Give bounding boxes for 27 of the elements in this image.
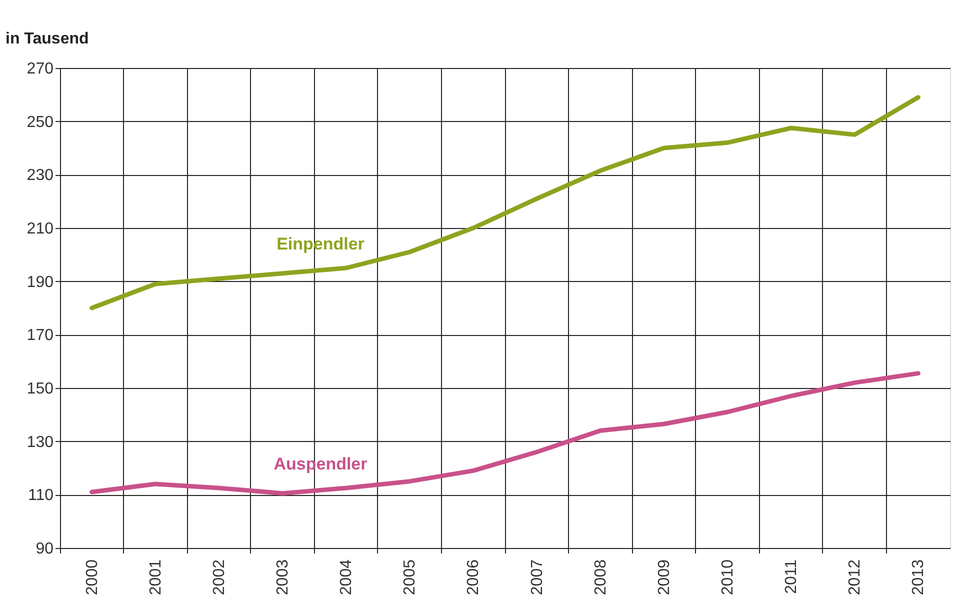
x-tick-label: 2013	[910, 559, 928, 596]
x-tick-label: 2001	[147, 559, 164, 596]
y-axis-title: in Tausend	[6, 30, 89, 48]
line-series	[90, 371, 920, 496]
x-tick-label: 2007	[528, 559, 546, 596]
x-tick-label: 2010	[720, 559, 736, 596]
y-tick-label: 150	[26, 380, 54, 398]
y-tick-label: 270	[26, 60, 54, 78]
y-tick-label: 250	[26, 114, 54, 131]
x-tick-label: 2012	[846, 559, 864, 596]
x-tick-label: 2003	[274, 559, 292, 596]
line-series	[90, 95, 920, 310]
x-tick-label: 2011	[783, 559, 800, 594]
x-tick-label: 2009	[656, 559, 673, 596]
x-tick-label: 2005	[402, 559, 419, 596]
y-tick-label: 90	[36, 540, 54, 558]
x-tick-label: 2002	[210, 559, 228, 596]
x-tick-label: 2000	[84, 559, 101, 596]
y-tick-label: 110	[28, 487, 54, 504]
y-tick-label: 210	[26, 220, 54, 238]
y-tick-label: 190	[26, 274, 54, 291]
x-tick-label: 2006	[465, 559, 482, 596]
x-tick-label: 2008	[592, 559, 610, 596]
x-tick-label: 2004	[338, 559, 356, 596]
y-tick-label: 230	[26, 167, 54, 184]
y-tick-label: 170	[26, 327, 54, 344]
y-tick-label: 130	[26, 434, 54, 451]
